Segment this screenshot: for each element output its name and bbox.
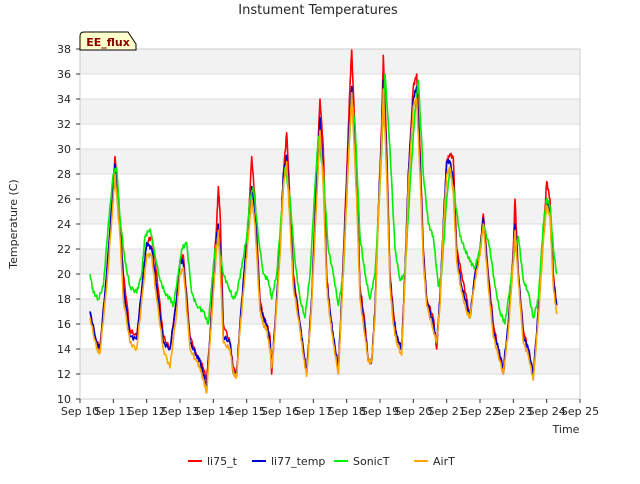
x-tick-label: Sep 18 [328, 405, 366, 418]
y-tick-label: 12 [57, 368, 71, 381]
x-tick-label: Sep 14 [194, 405, 232, 418]
x-tick-label: Sep 20 [394, 405, 432, 418]
series-line-li77-temp [89, 79, 558, 388]
plot-band [80, 49, 580, 74]
x-tick-label: Sep 23 [494, 405, 532, 418]
legend-label: li75_t [207, 455, 238, 468]
plot-bands [80, 49, 580, 374]
legend-label: li77_temp [271, 455, 325, 468]
y-tick-label: 18 [57, 293, 71, 306]
legend: li75_t li77_temp SonicT AirT [188, 455, 455, 468]
y-tick-label: 38 [57, 43, 71, 56]
y-tick-label: 14 [57, 343, 71, 356]
y-tick-label: 24 [57, 218, 71, 231]
x-tick-label: Sep 25 [561, 405, 599, 418]
x-tick-label: Sep 21 [428, 405, 466, 418]
badge-shape [79, 31, 137, 51]
ee-flux-badge: EE_flux [79, 31, 137, 51]
y-tick-label: 16 [57, 318, 71, 331]
x-tick-label: Sep 22 [461, 405, 499, 418]
legend-label: SonicT [353, 455, 390, 468]
plot-band [80, 149, 580, 174]
y-axis: 10 12 14 16 18 20 22 24 26 28 30 32 34 36 38 [57, 43, 80, 406]
y-tick-label: 36 [57, 68, 71, 81]
badge-label: EE_flux [86, 36, 130, 49]
x-axis-title: Time [552, 423, 580, 436]
x-tick-label: Sep 16 [261, 405, 299, 418]
y-tick-label: 34 [57, 93, 71, 106]
x-tick-label: Sep 15 [228, 405, 266, 418]
y-tick-label: 10 [57, 393, 71, 406]
series-lines [89, 48, 558, 394]
y-tick-label: 20 [57, 268, 71, 281]
plot-band [80, 99, 580, 124]
series-line-airt [89, 88, 558, 394]
y-tick-label: 28 [57, 168, 71, 181]
x-tick-label: Sep 24 [528, 405, 566, 418]
legend-label: AirT [433, 455, 455, 468]
y-tick-label: 30 [57, 143, 71, 156]
x-tick-label: Sep 10 [61, 405, 99, 418]
chart-title: Instument Temperatures [238, 3, 398, 18]
x-tick-label: Sep 17 [294, 405, 332, 418]
y-tick-label: 22 [57, 243, 71, 256]
x-tick-label: Sep 13 [161, 405, 199, 418]
plot-band [80, 199, 580, 224]
x-tick-label: Sep 19 [361, 405, 399, 418]
y-tick-label: 32 [57, 118, 71, 131]
x-tick-label: Sep 11 [94, 405, 132, 418]
y-axis-title: Temperature (C) [7, 179, 20, 269]
x-tick-label: Sep 12 [128, 405, 166, 418]
plot-band [80, 349, 580, 374]
y-tick-label: 26 [57, 193, 71, 206]
